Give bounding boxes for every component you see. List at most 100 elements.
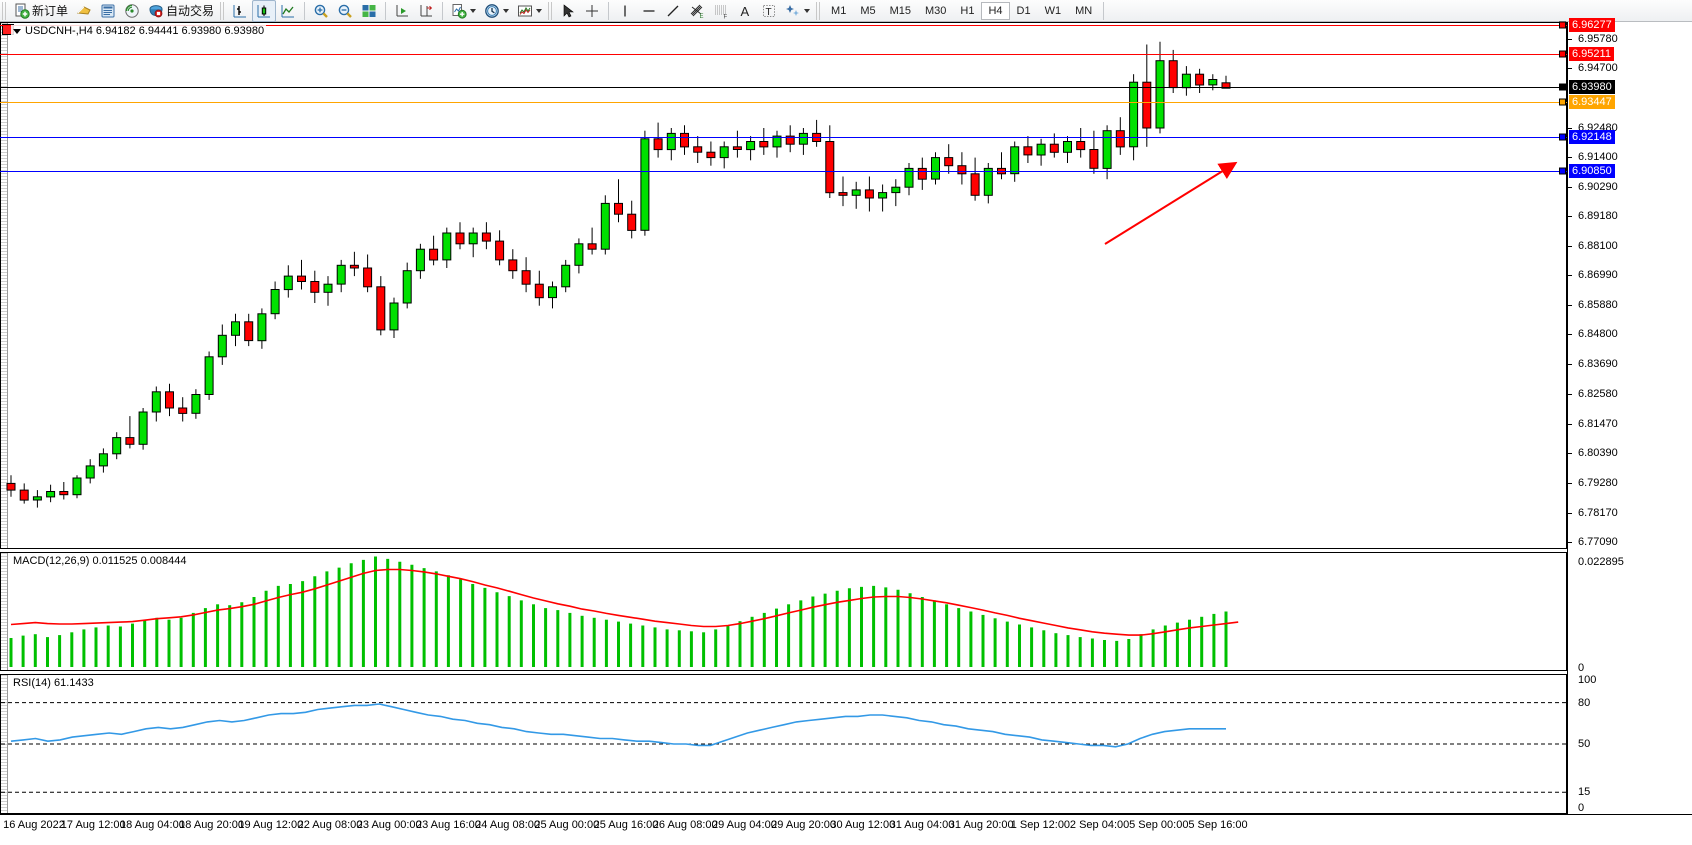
timeframe-h1[interactable]: H1 <box>960 4 975 17</box>
price-level-line-3[interactable] <box>0 101 1567 103</box>
templates-icon <box>517 3 533 19</box>
price-level-line-0[interactable] <box>0 25 1567 27</box>
candlestick-chart-button[interactable] <box>252 0 277 22</box>
price-level-handle-5[interactable] <box>1559 167 1566 175</box>
price-level-badge-0[interactable]: 6.96277 <box>1569 18 1615 33</box>
history-button[interactable] <box>72 0 96 22</box>
candlestick-chart-icon <box>256 3 272 19</box>
price-level-line-1[interactable] <box>0 54 1567 55</box>
timeframe-m1[interactable]: M1 <box>831 4 847 17</box>
chart-dropdown-icon[interactable] <box>13 28 21 34</box>
rsi-axis-0: 0 <box>1578 802 1585 814</box>
periods-button[interactable] <box>480 0 513 22</box>
price-level-line-4[interactable] <box>0 136 1567 138</box>
chart-area[interactable]: USDCNH-,H4 6.94182 6.94441 6.93980 6.939… <box>0 18 1692 845</box>
macd-svg <box>9 556 1239 667</box>
toolbar-grip-2[interactable] <box>220 1 227 20</box>
time-label-2: 18 Aug 04:00 <box>119 819 185 831</box>
svg-text:E: E <box>700 14 704 19</box>
price-candles-svg <box>6 41 1231 508</box>
auto-scroll-button[interactable] <box>390 0 414 22</box>
trendline-button[interactable] <box>661 0 685 22</box>
tile-windows-button[interactable] <box>357 0 381 22</box>
price-tick-4 <box>1568 186 1572 188</box>
fibonacci-retracement-button[interactable]: F <box>709 0 733 22</box>
time-axis[interactable]: 16 Aug 2022 17 Aug 12:00 18 Aug 04:00 18 Au… <box>0 814 1692 845</box>
timeframe-m5[interactable]: M5 <box>860 4 876 17</box>
timeframe-m15[interactable]: M15 <box>889 4 911 17</box>
main-toolbar[interactable]: 新订单 <box>0 0 1692 22</box>
toolbar-grip-3[interactable] <box>548 1 555 20</box>
crosshair-button[interactable] <box>580 0 604 22</box>
bar-chart-button[interactable] <box>228 0 252 22</box>
navigator-button[interactable] <box>120 0 144 22</box>
macd-plot[interactable] <box>1 553 1566 670</box>
price-level-badge-3[interactable]: 6.93447 <box>1569 94 1615 109</box>
navigator-icon <box>124 3 140 19</box>
price-tick-0 <box>1568 38 1572 40</box>
price-level-handle-4[interactable] <box>1559 133 1566 140</box>
vertical-line-button[interactable] <box>613 0 637 22</box>
toolbar-separator-2 <box>385 1 387 20</box>
price-level-badge-2[interactable]: 6.93980 <box>1569 80 1615 95</box>
indicators-button[interactable] <box>447 0 480 22</box>
chevron-down-icon-2[interactable] <box>503 8 510 13</box>
timeframe-mn[interactable]: MN <box>1075 4 1093 17</box>
price-level-handle-0[interactable] <box>1559 21 1566 29</box>
price-plot[interactable] <box>1 23 1566 548</box>
price-tick-9 <box>1568 334 1572 336</box>
text-button[interactable]: A <box>733 0 757 22</box>
price-level-handle-1[interactable] <box>1559 50 1566 58</box>
fibonacci-retracement-icon: F <box>713 3 729 19</box>
price-tick-label-16: 6.77090 <box>1578 535 1618 548</box>
timeframe-d1[interactable]: D1 <box>1016 4 1031 17</box>
text-label-button[interactable]: T <box>757 0 781 22</box>
chevron-down-icon[interactable] <box>470 8 477 13</box>
toolbar-grip[interactable] <box>2 1 8 20</box>
timeframe-h4[interactable]: H4 <box>981 1 1010 20</box>
periods-icon <box>484 3 500 19</box>
timeframe-w1[interactable]: W1 <box>1044 4 1062 17</box>
price-level-handle-2[interactable] <box>1559 83 1566 91</box>
terminal-icon <box>100 3 116 19</box>
macd-pane-grip[interactable] <box>1 553 8 670</box>
price-level-line-5[interactable] <box>0 171 1567 173</box>
crosshair-icon <box>584 3 600 19</box>
line-chart-button[interactable] <box>276 0 300 22</box>
chevron-down-icon-3[interactable] <box>536 8 543 13</box>
horizontal-line-button[interactable] <box>637 0 661 22</box>
price-pane-grip[interactable] <box>1 23 8 548</box>
price-level-badge-5[interactable]: 6.90850 <box>1569 164 1615 179</box>
price-tick-11 <box>1568 394 1572 396</box>
shapes-button[interactable] <box>781 0 814 22</box>
chevron-down-icon-4[interactable] <box>804 8 811 13</box>
price-level-badge-1[interactable]: 6.95211 <box>1569 47 1614 61</box>
equidistant-channel-button[interactable]: E <box>685 0 709 22</box>
price-tick-label-3: 6.91400 <box>1578 150 1618 163</box>
zoom-in-icon <box>313 3 329 19</box>
chart-shift-button[interactable] <box>414 0 438 22</box>
rsi-pane[interactable]: RSI(14) 61.1433 <box>0 674 1567 814</box>
rsi-plot[interactable] <box>1 675 1566 813</box>
price-level-handle-3[interactable] <box>1559 98 1566 105</box>
price-pane[interactable]: USDCNH-,H4 6.94182 6.94441 6.93980 6.939… <box>0 22 1567 549</box>
time-label-18: 2 Sep 04:00 <box>1069 819 1130 831</box>
horizontal-line-icon <box>641 3 657 19</box>
new-order-button[interactable]: 新订单 <box>10 0 72 22</box>
timeframe-m30[interactable]: M30 <box>925 4 947 17</box>
toolbar-grip-4[interactable] <box>816 1 823 20</box>
price-level-badge-4[interactable]: 6.92148 <box>1569 129 1615 144</box>
zoom-out-button[interactable] <box>333 0 357 22</box>
templates-button[interactable] <box>513 0 546 22</box>
zoom-in-button[interactable] <box>309 0 333 22</box>
auto-trading-button[interactable]: 自动交易 <box>144 0 218 22</box>
macd-pane[interactable]: MACD(12,26,9) 0.011525 0.008444 <box>0 552 1567 671</box>
terminal-button[interactable] <box>96 0 120 22</box>
price-tick-15 <box>1568 512 1572 514</box>
price-level-line-2[interactable] <box>0 87 1567 89</box>
price-tick-label-15: 6.78170 <box>1578 506 1618 519</box>
cursor-button[interactable] <box>556 0 580 22</box>
time-label-11: 26 Aug 08:00 <box>652 819 718 831</box>
price-axis[interactable]: 6.95780 6.94700 6.92480 6.91400 6.90290 6.891… <box>1567 18 1692 814</box>
time-label-3: 18 Aug 20:00 <box>179 819 245 831</box>
